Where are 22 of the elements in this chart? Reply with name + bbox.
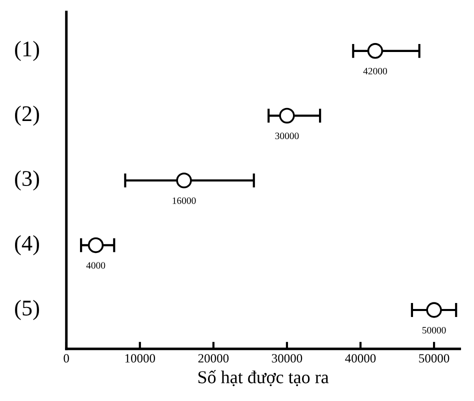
data-label: 30000 — [275, 132, 299, 140]
x-tick-label: 20000 — [198, 354, 229, 363]
point — [367, 43, 384, 59]
y-tick-label: (3) — [15, 170, 39, 191]
data-label: 42000 — [363, 68, 387, 74]
x-axis-title: Số hạt được tạo ra — [198, 370, 329, 386]
point — [426, 302, 442, 318]
point — [176, 172, 192, 188]
x-tick-label: 50000 — [419, 354, 450, 363]
x-tick-label: 30000 — [272, 354, 302, 363]
point — [279, 108, 295, 124]
data-label: 4000 — [86, 262, 106, 269]
y-tick-label: (4) — [15, 235, 39, 256]
y-tick-label: (1) — [15, 40, 39, 61]
data-label: 16000 — [172, 197, 196, 204]
y-tick-label: (5) — [15, 300, 39, 320]
data-label: 50000 — [422, 326, 446, 334]
x-tick-label: 10000 — [125, 354, 156, 363]
y-tick-label: (2) — [15, 106, 39, 126]
x-tick-label: 40000 — [345, 354, 376, 363]
point — [88, 237, 104, 254]
x-tick-label: 0 — [64, 354, 70, 363]
